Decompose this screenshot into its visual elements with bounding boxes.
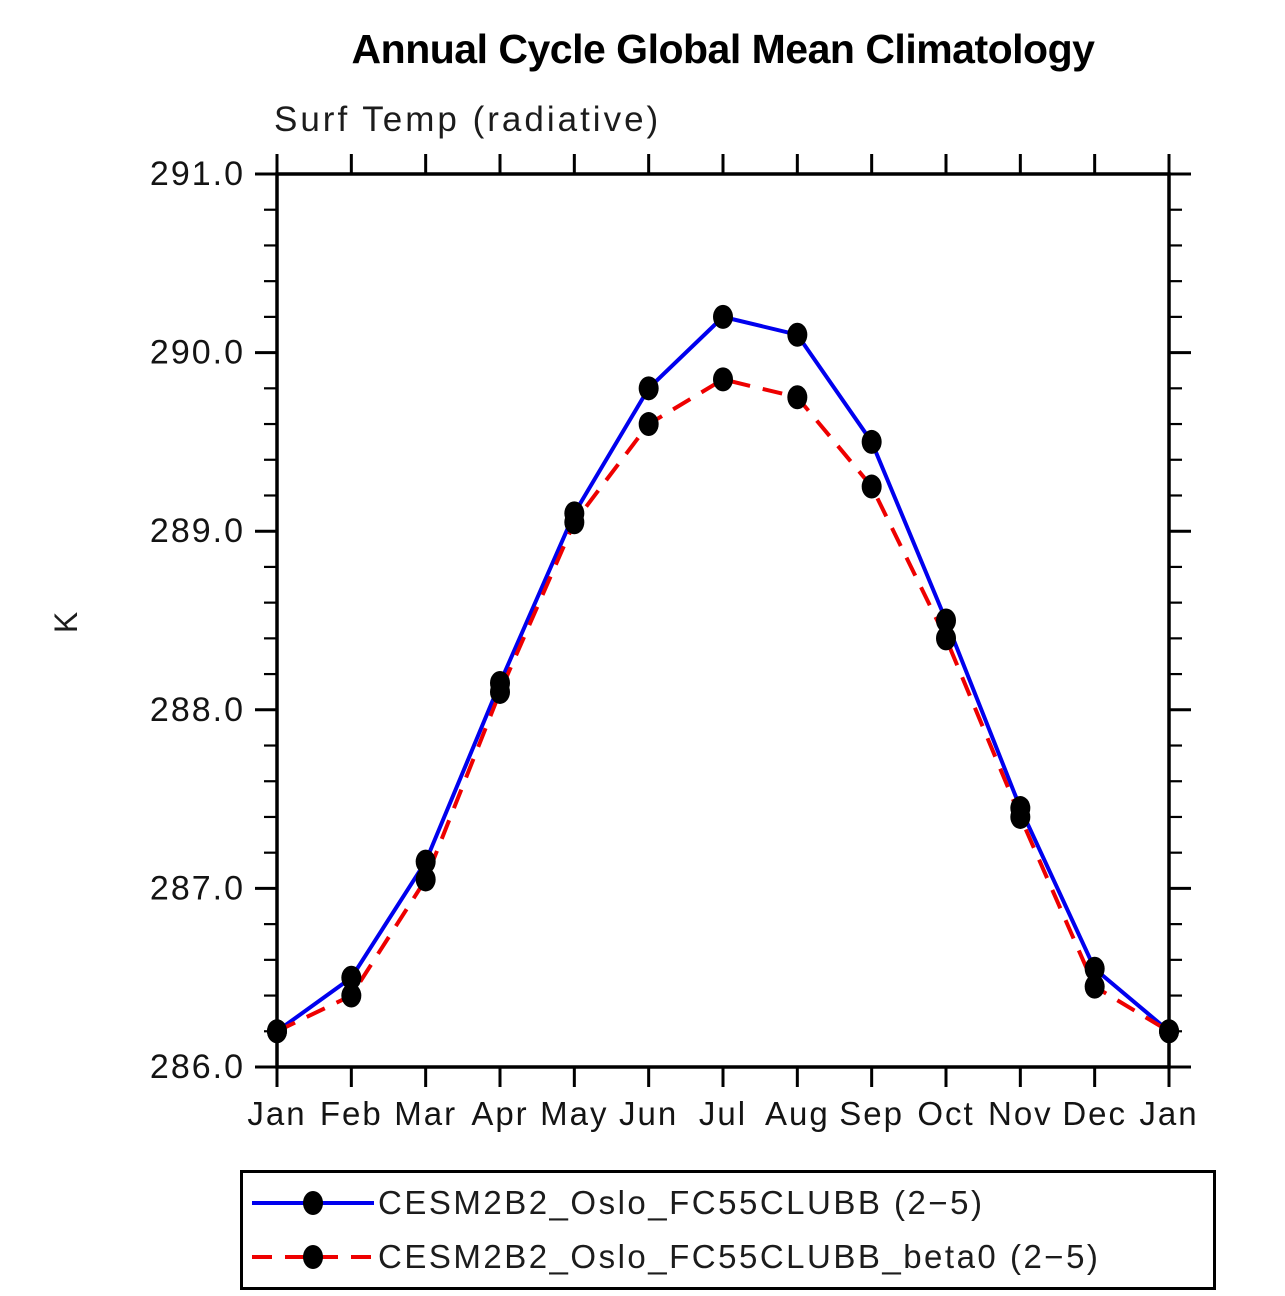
x-tick-label: Jan xyxy=(1139,1095,1198,1132)
series-1-data-point-marker xyxy=(1010,804,1031,829)
x-tick-label: Aug xyxy=(765,1095,830,1132)
x-tick-label: Feb xyxy=(320,1095,383,1132)
series-0-data-point-marker xyxy=(787,322,808,347)
y-tick-label: 291.0 xyxy=(150,155,245,193)
series-0-data-point-marker xyxy=(638,376,659,401)
legend-key-solid-line-icon xyxy=(252,1191,374,1215)
series-0-data-point-marker xyxy=(713,304,733,329)
legend-label: CESM2B2_Oslo_FC55CLUBB (2−5) xyxy=(378,1184,985,1221)
series-0-data-point-marker xyxy=(415,849,436,874)
chart-title: Annual Cycle Global Mean Climatology xyxy=(351,26,1095,72)
y-axis-label: K xyxy=(48,611,85,634)
x-tick-label: Apr xyxy=(471,1095,528,1132)
legend-box: CESM2B2_Oslo_FC55CLUBB (2−5) CESM2B2_Osl… xyxy=(240,1170,1216,1290)
series-0-line xyxy=(275,314,1171,1033)
legend-item: CESM2B2_Oslo_FC55CLUBB_beta0 (2−5) xyxy=(243,1230,1213,1284)
y-tick-label: 288.0 xyxy=(150,691,245,729)
x-tick-label: Sep xyxy=(839,1095,904,1132)
x-tick-label: Jul xyxy=(699,1095,747,1132)
x-tick-label: Jan xyxy=(247,1095,306,1132)
series-1-data-point-marker xyxy=(861,474,882,499)
series-0-data-point-marker xyxy=(1084,956,1105,981)
series-1-data-point-marker xyxy=(936,626,956,651)
series-1-line xyxy=(276,377,1171,1034)
x-tick-label: Mar xyxy=(394,1095,457,1132)
series-1-data-point-marker xyxy=(1084,974,1105,999)
series-1-data-point-marker xyxy=(341,983,362,1008)
series-1-data-point-marker xyxy=(638,412,659,437)
legend-label: CESM2B2_Oslo_FC55CLUBB_beta0 (2−5) xyxy=(378,1238,1101,1275)
series-0-data-point-marker xyxy=(861,429,882,454)
legend-marker-sample xyxy=(303,1245,323,1269)
series-1-data-point-marker xyxy=(415,867,436,892)
y-tick-label: 287.0 xyxy=(150,869,245,907)
x-tick-label: Nov xyxy=(988,1095,1053,1132)
series-1-data-point-marker xyxy=(713,367,733,392)
x-tick-label: Oct xyxy=(917,1095,974,1132)
x-tick-label: May xyxy=(540,1095,608,1132)
series-1-data-point-marker xyxy=(1159,1019,1179,1044)
legend-key-dashed-line-icon xyxy=(252,1245,374,1269)
y-tick-label: 290.0 xyxy=(150,334,245,372)
legend-item: CESM2B2_Oslo_FC55CLUBB (2−5) xyxy=(243,1176,1213,1230)
x-tick-label: Dec xyxy=(1062,1095,1127,1132)
x-tick-label: Jun xyxy=(619,1095,678,1132)
y-tick-label: 286.0 xyxy=(150,1048,245,1086)
series-1-data-point-marker xyxy=(564,510,585,535)
chart-subtitle: Surf Temp (radiative) xyxy=(274,100,662,139)
series-1-data-point-marker xyxy=(787,385,808,410)
series-0-data-point-marker xyxy=(936,608,956,633)
legend-marker-sample xyxy=(303,1191,323,1215)
series-1-data-point-marker xyxy=(490,679,510,704)
series-0-data-point-marker xyxy=(341,965,362,990)
y-tick-label: 289.0 xyxy=(150,512,245,550)
series-1-data-point-marker xyxy=(267,1019,287,1044)
